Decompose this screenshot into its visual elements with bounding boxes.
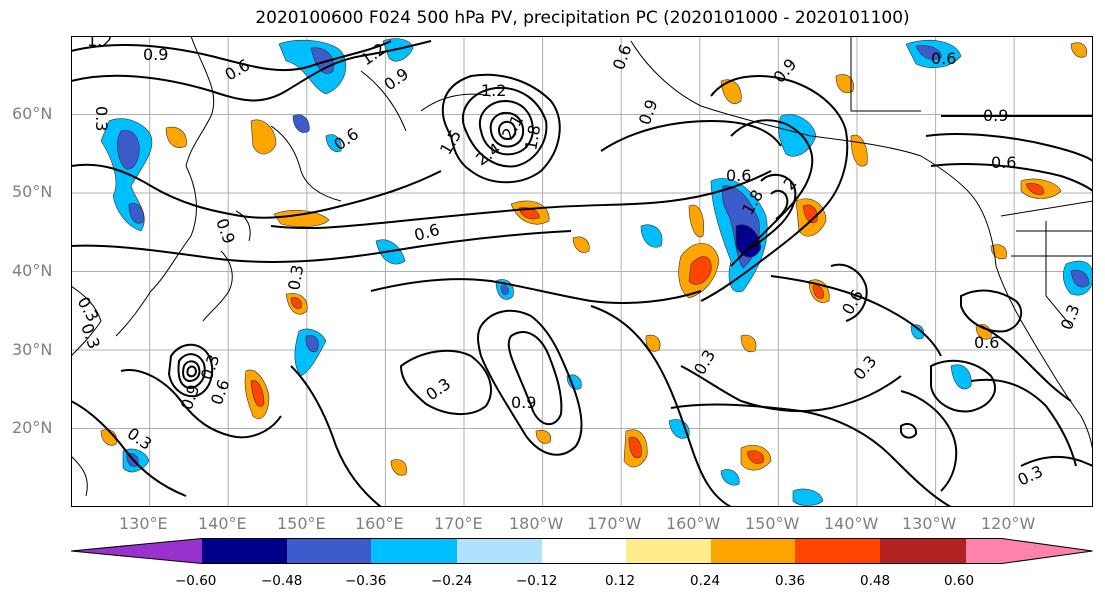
contour-label: 0.9 <box>983 106 1008 125</box>
lon-label-160w: 160°W <box>666 514 721 533</box>
colorbar-extension-high <box>1002 538 1093 564</box>
lat-label-30n: 30°N <box>12 340 53 359</box>
colorbar-segment <box>626 538 711 564</box>
contour-label: 0.6 <box>974 333 999 352</box>
colorbar-tick-label: 0.12 <box>605 573 636 589</box>
colorbar-tick-label: −0.36 <box>345 573 387 589</box>
colorbar-segment <box>880 538 966 564</box>
pv-contours <box>71 40 1093 507</box>
lon-label-150e: 150°E <box>277 514 326 533</box>
lat-label-50n: 50°N <box>12 182 53 201</box>
lon-label-150w: 150°W <box>745 514 800 533</box>
contour-label: 0.9 <box>143 45 168 64</box>
coastlines <box>71 36 1093 497</box>
colorbar-tick-label: 0.48 <box>860 573 891 589</box>
lon-label-130w: 130°W <box>902 514 957 533</box>
lon-label-140w: 140°W <box>824 514 879 533</box>
colorbar-segment <box>542 538 626 564</box>
colorbar-tick-label: −0.24 <box>431 573 473 589</box>
contour-label: 0.9 <box>511 393 536 412</box>
lon-label-140e: 140°E <box>198 514 247 533</box>
colorbar-tick-label: 0.24 <box>690 573 721 589</box>
colorbar-tick-label: 0.36 <box>775 573 806 589</box>
colorbar-tick-label: −0.48 <box>261 573 303 589</box>
contour-label: 1.2 <box>481 81 506 100</box>
lat-label-20n: 20°N <box>12 418 53 437</box>
lon-label-170e: 170°E <box>434 514 483 533</box>
contour-label: 1.8 <box>521 123 544 151</box>
colorbar-extension-low <box>71 538 202 564</box>
colorbar-tick-label: 0.60 <box>944 573 975 589</box>
colorbar-tick-label: −0.60 <box>175 573 217 589</box>
contour-label: 1.2 <box>87 36 112 50</box>
colorbar-segments <box>71 538 1093 564</box>
contour-label: 0.6 <box>931 49 956 68</box>
colorbar-segment <box>202 538 287 564</box>
colorbar-segment <box>711 538 795 564</box>
lon-label-170w: 170°W <box>587 514 642 533</box>
colorbar-segment <box>371 538 457 564</box>
contour-label: 0.6 <box>991 153 1016 172</box>
contour-label: 0.6 <box>726 166 751 185</box>
lon-label-160e: 160°E <box>355 514 404 533</box>
contour-label: 0.3 <box>284 263 307 291</box>
colorbar-segment <box>287 538 371 564</box>
colorbar-segment <box>966 538 1002 564</box>
colorbar <box>71 538 1093 564</box>
contour-label: 0.3 <box>92 106 111 131</box>
lon-label-180w: 180°W <box>509 514 564 533</box>
colorbar-segment <box>457 538 542 564</box>
colorbar-tick-label: −0.12 <box>516 573 558 589</box>
lon-label-130e: 130°E <box>119 514 168 533</box>
pv-precip-map: 1.2 0.9 0.6 1.2 0.9 0.6 1.2 2.4 2.1 1.8 … <box>71 36 1093 507</box>
colorbar-segment <box>795 538 880 564</box>
lat-label-60n: 60°N <box>12 104 53 123</box>
lon-label-120w: 120°W <box>981 514 1036 533</box>
lat-label-40n: 40°N <box>12 261 53 280</box>
map-title: 2020100600 F024 500 hPa PV, precipitatio… <box>255 8 910 28</box>
